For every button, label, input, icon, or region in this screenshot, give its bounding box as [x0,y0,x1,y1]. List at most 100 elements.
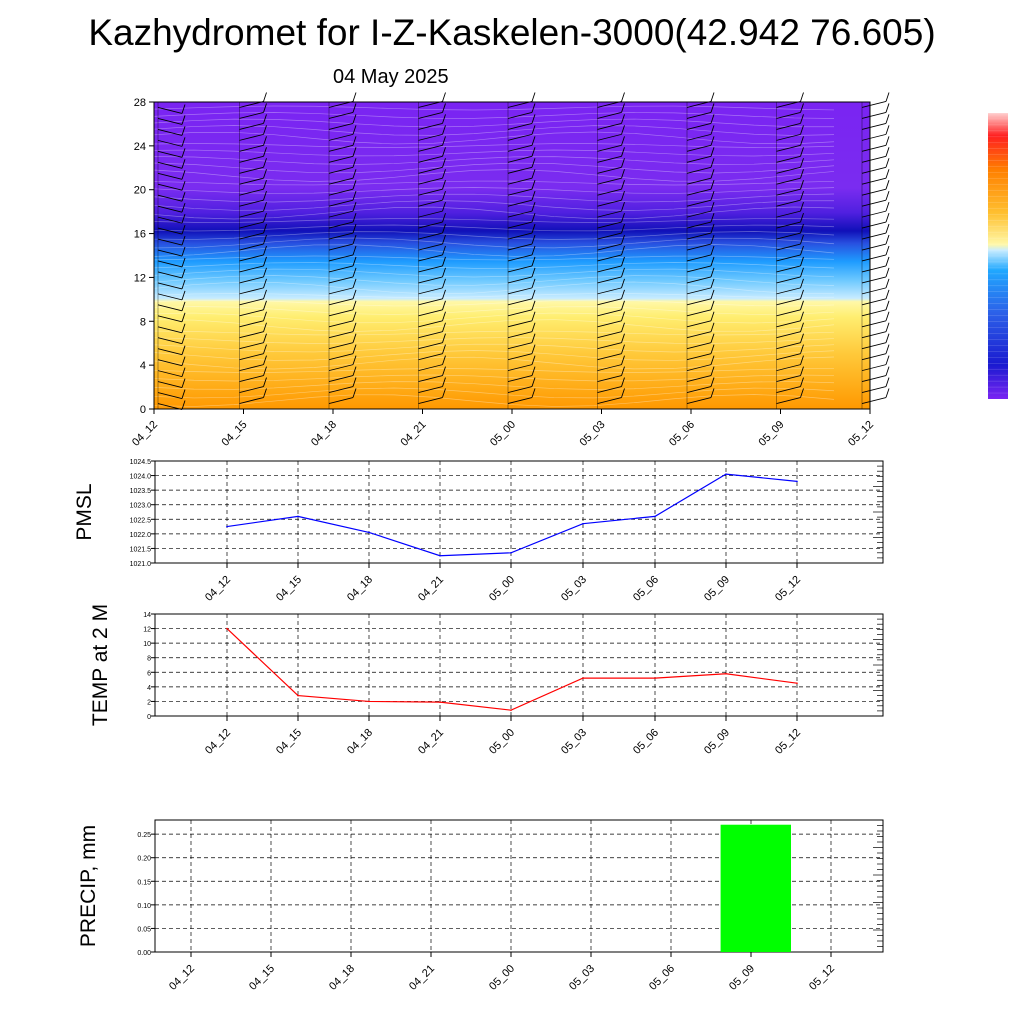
wind-barb-flag [885,125,890,135]
y-tick-label: 12 [143,627,151,634]
wind-barb [157,337,183,345]
wind-barb [507,397,533,404]
wind-barb [686,177,712,185]
wind-barb [861,101,887,108]
wind-barb-flag [181,378,186,388]
wind-barb-flag [800,278,804,289]
wind-barb [328,375,354,383]
wind-barb-flag [800,234,804,245]
wind-barb-flag [352,267,357,278]
wind-barb [507,353,533,361]
wind-barb [597,122,622,130]
wind-barb [328,331,354,339]
wind-barb [239,353,264,361]
wind-barb-flag [800,245,804,256]
wind-barb-flag [181,170,186,180]
wind-barb [597,397,622,404]
wind-barb [597,342,622,350]
x-tick-label: 05_09 [702,574,732,604]
wind-barb [157,381,183,389]
wind-barb [861,155,887,163]
wind-barb [597,309,622,317]
contour-line [153,394,835,407]
wind-barb-flag [181,246,186,257]
wind-barb [418,320,443,328]
wind-barb-flag [800,344,804,354]
wind-barb-flag [621,201,625,212]
wind-barb [157,370,183,378]
wind-barb-flag [531,267,536,278]
wind-barb-flag [885,322,890,332]
wind-barb [776,144,801,152]
contour-line [153,343,835,353]
wind-barb [861,243,887,251]
wind-barb-flag [621,180,625,190]
wind-barb-flag [352,125,357,135]
wind-barb [597,320,622,328]
y-tick-label: 1023.5 [130,488,152,495]
wind-barb [328,144,354,152]
wind-barb [507,155,533,163]
wind-barb-flag [885,212,890,223]
wind-barb-flag [263,344,267,354]
wind-barb [239,155,264,163]
wind-barb [776,353,801,361]
x-tick-label: 04_15 [247,963,277,993]
wind-barb [861,166,887,174]
wind-barb [239,342,264,350]
pmsl-panel: 1021.0 1021.5 1022.0 1022.5 1023.0 1023.5 1024… [73,459,884,604]
wind-barb [239,265,264,273]
data-point [654,515,656,518]
wind-barb [507,133,533,141]
wind-barb [861,276,887,284]
wind-barb [776,210,801,218]
wind-barb-flag [352,256,357,267]
wind-barb [239,243,264,251]
wind-barb-flag [621,136,625,146]
wind-barb-flag [710,311,715,321]
wind-barb-flag [263,180,267,190]
wind-barb [861,122,887,130]
contour-line [153,180,835,186]
x-tick-label: 04_21 [416,727,446,757]
wind-barb-flag [710,92,715,102]
wind-barb [418,177,443,185]
wind-barb-flag [621,344,625,354]
wind-barb [507,243,533,251]
wind-barb [418,155,443,163]
wind-barb-flag [442,103,446,113]
wind-barb-flag [531,191,536,201]
wind-barb-flag [621,278,625,289]
wind-barb-flag [263,136,267,146]
wind-barb [418,298,443,306]
wind-barb-flag [531,125,536,135]
wind-barb [597,276,622,284]
contour-line [153,231,835,240]
wind-barb [239,133,264,141]
heatmap-field [154,102,870,409]
wind-barb [597,155,622,163]
wind-barb [776,133,801,141]
wind-barb-flag [181,115,186,125]
wind-barb [418,133,443,141]
wind-barb-flag [263,289,267,299]
wind-barb [776,177,801,185]
wind-barb-flag [621,92,625,102]
wind-barb [328,112,354,119]
wind-barb-flag [885,114,890,124]
data-point [510,709,512,711]
wind-barb-flag [885,377,890,387]
y-tick-label: 20 [134,185,146,197]
wind-barb [861,265,887,273]
wind-barb [861,353,887,361]
data-point [297,515,299,518]
wind-barb [328,122,354,130]
wind-barb-flag [710,366,715,376]
contour-line [153,206,835,220]
wind-barb [776,221,801,229]
wind-barb [239,309,264,317]
wind-barb-flag [181,312,186,322]
wind-barb [157,315,183,323]
contour-line [153,299,835,307]
